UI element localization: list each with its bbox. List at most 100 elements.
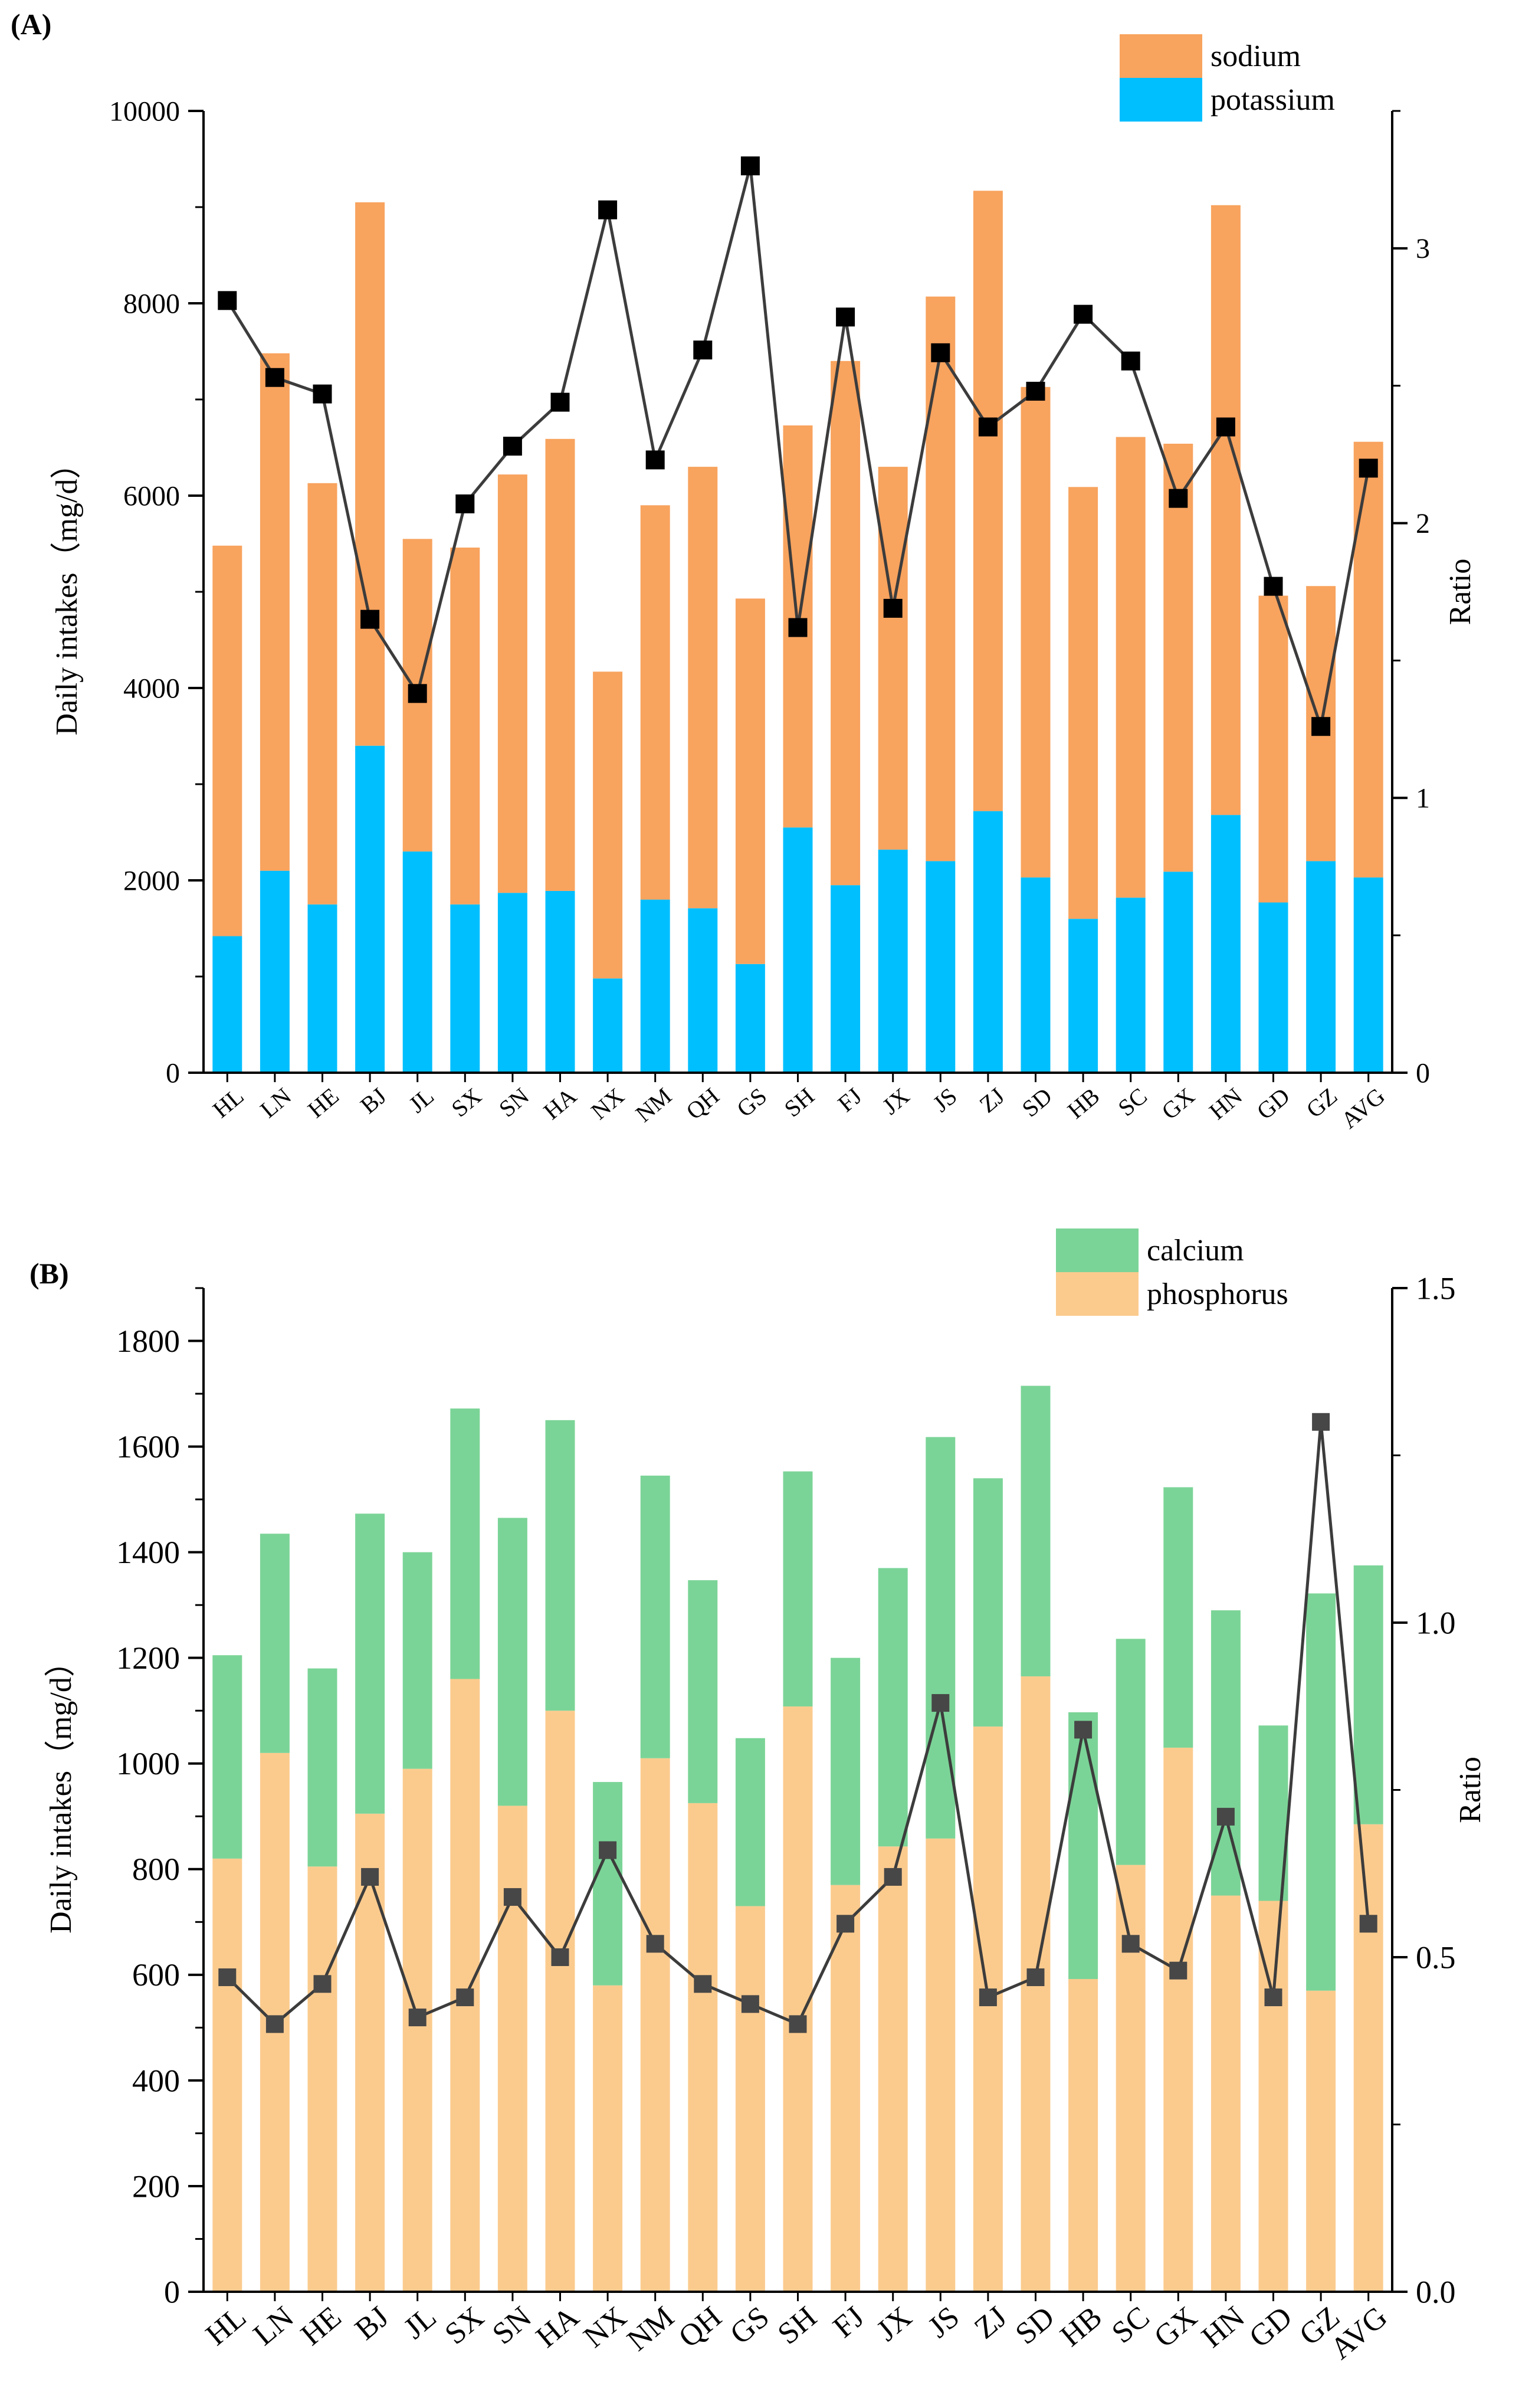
category-label-JL: JL: [403, 1082, 439, 1118]
bar-calcium-JL: [402, 1552, 432, 1769]
bar-potassium-NX: [593, 978, 623, 1073]
category-label-QH: QH: [672, 2300, 728, 2354]
y-tick-label: 1200: [116, 1640, 180, 1676]
ratio-marker-HE: [313, 1975, 332, 1993]
bar-potassium-GX: [1163, 872, 1193, 1073]
ratio-marker-AVG: [1359, 458, 1378, 478]
category-label-SD: SD: [1009, 2300, 1061, 2351]
bar-sodium-QH: [688, 467, 718, 909]
ratio-marker-JL: [408, 684, 427, 703]
ratio-marker-ZJ: [979, 1988, 997, 2007]
ratio-marker-GZ: [1311, 717, 1331, 736]
ratio-marker-GZ: [1312, 1413, 1330, 1431]
category-label-JS: JS: [928, 1082, 962, 1117]
bar-calcium-HE: [307, 1668, 337, 1867]
bar-calcium-AVG: [1353, 1565, 1383, 1824]
category-label-HA: HA: [539, 1082, 582, 1125]
legend-label-calcium: calcium: [1147, 1234, 1244, 1267]
y2-tick-label: 0.0: [1416, 2274, 1456, 2309]
bar-calcium-HA: [545, 1420, 575, 1711]
category-label-SX: SX: [439, 2300, 491, 2351]
bar-phosphorus-SH: [783, 1706, 813, 2292]
y2-tick-label: 2: [1416, 508, 1430, 539]
bar-potassium-BJ: [355, 745, 385, 1073]
ratio-marker-GS: [740, 156, 760, 176]
y2-tick-label: 1: [1416, 783, 1430, 814]
bar-phosphorus-HN: [1210, 1895, 1241, 2292]
ratio-marker-JS: [931, 1694, 950, 1712]
ratio-marker-NM: [646, 1935, 664, 1953]
bar-potassium-JX: [878, 849, 908, 1073]
ratio-marker-BJ: [361, 1868, 379, 1886]
bar-calcium-NX: [593, 1782, 623, 1986]
ratio-marker-SH: [788, 618, 808, 637]
ratio-marker-HB: [1074, 1721, 1093, 1739]
bar-sodium-SX: [450, 548, 480, 905]
bar-sodium-ZJ: [973, 191, 1003, 811]
bar-sodium-JX: [878, 467, 908, 850]
category-label-GS: GS: [724, 2300, 776, 2351]
y-axis-title: Daily intakes（mg/d）: [50, 448, 84, 736]
bar-potassium-FJ: [831, 885, 861, 1073]
bar-potassium-HE: [307, 904, 337, 1073]
y-tick-label: 200: [132, 2168, 180, 2204]
ratio-marker-LN: [265, 2015, 284, 2033]
legend-label-phosphorus: phosphorus: [1147, 1277, 1288, 1311]
category-label-NM: NM: [621, 2300, 681, 2358]
ratio-marker-HN: [1216, 417, 1235, 437]
category-label-SH: SH: [779, 1082, 819, 1122]
bar-calcium-LN: [260, 1534, 290, 1753]
bar-potassium-HN: [1210, 815, 1241, 1073]
bar-phosphorus-BJ: [355, 1813, 385, 2292]
bar-potassium-QH: [688, 908, 718, 1073]
bar-potassium-LN: [260, 870, 290, 1073]
ratio-marker-NX: [599, 1841, 617, 1859]
bar-potassium-HB: [1068, 919, 1098, 1073]
bar-calcium-SD: [1021, 1385, 1051, 1677]
bar-phosphorus-HL: [212, 1858, 242, 2292]
legend-label-potassium: potassium: [1210, 83, 1335, 117]
y2-tick-label: 3: [1416, 233, 1430, 264]
category-label-SH: SH: [772, 2300, 824, 2351]
bar-phosphorus-GZ: [1306, 1990, 1336, 2292]
bar-phosphorus-SC: [1116, 1865, 1146, 2292]
bar-sodium-BJ: [355, 202, 385, 746]
bar-sodium-SD: [1021, 386, 1051, 878]
bar-potassium-SN: [497, 893, 527, 1073]
y-tick-label: 1400: [116, 1535, 180, 1570]
y2-tick-label: 0: [1416, 1057, 1430, 1089]
ratio-marker-SX: [455, 494, 475, 513]
category-label-HA: HA: [530, 2300, 586, 2354]
y-tick-label: 1800: [116, 1323, 180, 1359]
bar-calcium-GS: [735, 1738, 765, 1906]
category-label-HN: HN: [1204, 1082, 1247, 1125]
bar-potassium-GZ: [1306, 861, 1336, 1073]
bar-phosphorus-ZJ: [973, 1726, 1003, 2292]
panel-a-sodium-potassium-chart: 0 2000 4000 6000 8000 10000 0 1 2 3 HL LN HE BJ JL SX SN…: [11, 8, 1477, 1133]
bar-potassium-JL: [402, 851, 432, 1073]
bar-sodium-SN: [497, 474, 527, 893]
bar-calcium-JX: [878, 1568, 908, 1847]
bar-calcium-QH: [688, 1580, 718, 1803]
ratio-marker-NM: [645, 450, 665, 470]
bar-calcium-BJ: [355, 1513, 385, 1814]
category-label-SN: SN: [486, 2300, 538, 2351]
legend-swatch-calcium: [1056, 1228, 1139, 1272]
bar-phosphorus-HA: [545, 1711, 575, 2292]
category-label-GZ: GZ: [1301, 1082, 1343, 1123]
category-label-LN: LN: [255, 1082, 296, 1123]
bar-sodium-SC: [1116, 437, 1146, 898]
y-tick-label: 4000: [123, 673, 180, 704]
ratio-marker-JL: [408, 2009, 427, 2027]
bar-potassium-SC: [1116, 897, 1146, 1073]
legend-label-sodium: sodium: [1210, 40, 1301, 73]
bar-potassium-JS: [926, 861, 956, 1073]
category-label-SC: SC: [1105, 2300, 1156, 2350]
bar-potassium-SH: [783, 827, 813, 1073]
category-label-AVG: AVG: [1324, 2300, 1394, 2366]
category-label-JX: JX: [871, 2300, 918, 2348]
category-label-GD: GD: [1243, 2300, 1298, 2354]
ratio-marker-JX: [883, 598, 903, 618]
category-label-NM: NM: [631, 1082, 677, 1127]
ratio-marker-FJ: [836, 1915, 855, 1933]
